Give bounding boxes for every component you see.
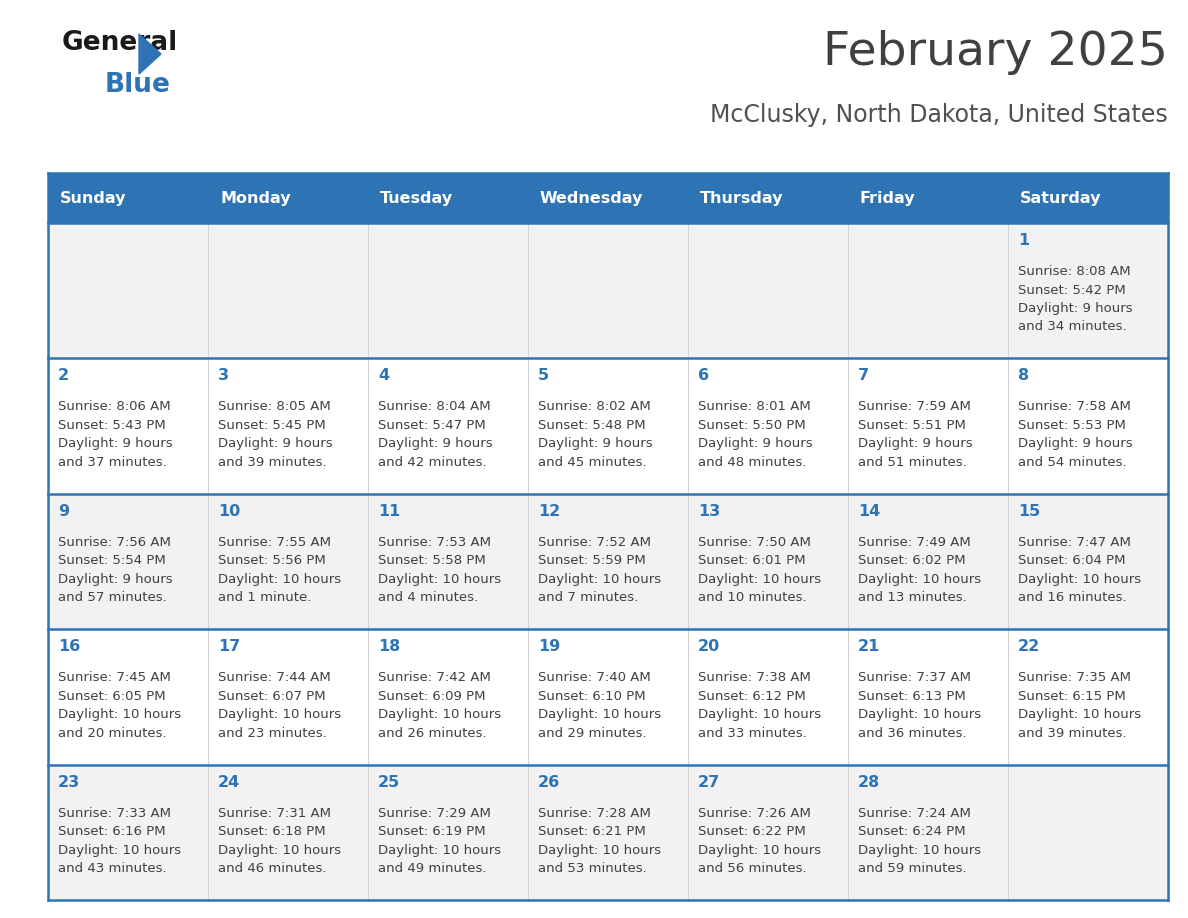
Text: 8: 8 <box>1018 368 1029 384</box>
Bar <box>48 629 1168 765</box>
Text: Sunrise: 7:50 AM
Sunset: 6:01 PM
Daylight: 10 hours
and 10 minutes.: Sunrise: 7:50 AM Sunset: 6:01 PM Dayligh… <box>699 536 821 604</box>
Text: 9: 9 <box>58 504 69 519</box>
Text: 18: 18 <box>378 639 400 655</box>
Text: Sunrise: 7:45 AM
Sunset: 6:05 PM
Daylight: 10 hours
and 20 minutes.: Sunrise: 7:45 AM Sunset: 6:05 PM Dayligh… <box>58 671 181 740</box>
Text: 25: 25 <box>378 775 400 789</box>
Text: Sunrise: 7:29 AM
Sunset: 6:19 PM
Daylight: 10 hours
and 49 minutes.: Sunrise: 7:29 AM Sunset: 6:19 PM Dayligh… <box>378 807 501 875</box>
Text: Sunrise: 8:05 AM
Sunset: 5:45 PM
Daylight: 9 hours
and 39 minutes.: Sunrise: 8:05 AM Sunset: 5:45 PM Dayligh… <box>219 400 333 469</box>
Text: 23: 23 <box>58 775 81 789</box>
Text: McClusky, North Dakota, United States: McClusky, North Dakota, United States <box>710 103 1168 127</box>
Text: Sunrise: 7:40 AM
Sunset: 6:10 PM
Daylight: 10 hours
and 29 minutes.: Sunrise: 7:40 AM Sunset: 6:10 PM Dayligh… <box>538 671 662 740</box>
Text: 2: 2 <box>58 368 69 384</box>
Bar <box>48 173 1168 223</box>
Bar <box>48 223 1168 358</box>
Text: 24: 24 <box>219 775 240 789</box>
Text: 5: 5 <box>538 368 549 384</box>
Text: 14: 14 <box>858 504 880 519</box>
Text: 7: 7 <box>858 368 870 384</box>
Text: Sunrise: 7:42 AM
Sunset: 6:09 PM
Daylight: 10 hours
and 26 minutes.: Sunrise: 7:42 AM Sunset: 6:09 PM Dayligh… <box>378 671 501 740</box>
Text: Sunrise: 7:59 AM
Sunset: 5:51 PM
Daylight: 9 hours
and 51 minutes.: Sunrise: 7:59 AM Sunset: 5:51 PM Dayligh… <box>858 400 973 469</box>
Text: Sunrise: 7:33 AM
Sunset: 6:16 PM
Daylight: 10 hours
and 43 minutes.: Sunrise: 7:33 AM Sunset: 6:16 PM Dayligh… <box>58 807 181 875</box>
Text: Tuesday: Tuesday <box>380 191 453 206</box>
Text: Sunrise: 7:47 AM
Sunset: 6:04 PM
Daylight: 10 hours
and 16 minutes.: Sunrise: 7:47 AM Sunset: 6:04 PM Dayligh… <box>1018 536 1142 604</box>
Text: Sunrise: 8:02 AM
Sunset: 5:48 PM
Daylight: 9 hours
and 45 minutes.: Sunrise: 8:02 AM Sunset: 5:48 PM Dayligh… <box>538 400 652 469</box>
Text: 1: 1 <box>1018 233 1029 248</box>
Text: 21: 21 <box>858 639 880 655</box>
Text: 26: 26 <box>538 775 561 789</box>
Text: Sunrise: 8:01 AM
Sunset: 5:50 PM
Daylight: 9 hours
and 48 minutes.: Sunrise: 8:01 AM Sunset: 5:50 PM Dayligh… <box>699 400 813 469</box>
Text: Monday: Monday <box>220 191 291 206</box>
Text: Thursday: Thursday <box>700 191 784 206</box>
Bar <box>48 358 1168 494</box>
Polygon shape <box>139 34 162 74</box>
Text: 27: 27 <box>699 775 720 789</box>
Text: Friday: Friday <box>860 191 916 206</box>
Text: Sunrise: 7:35 AM
Sunset: 6:15 PM
Daylight: 10 hours
and 39 minutes.: Sunrise: 7:35 AM Sunset: 6:15 PM Dayligh… <box>1018 671 1142 740</box>
Text: 22: 22 <box>1018 639 1041 655</box>
Text: Wednesday: Wednesday <box>541 191 644 206</box>
Text: 15: 15 <box>1018 504 1041 519</box>
Text: 19: 19 <box>538 639 561 655</box>
Text: Sunrise: 7:53 AM
Sunset: 5:58 PM
Daylight: 10 hours
and 4 minutes.: Sunrise: 7:53 AM Sunset: 5:58 PM Dayligh… <box>378 536 501 604</box>
Bar <box>48 765 1168 900</box>
Text: 12: 12 <box>538 504 561 519</box>
Text: Sunrise: 7:56 AM
Sunset: 5:54 PM
Daylight: 9 hours
and 57 minutes.: Sunrise: 7:56 AM Sunset: 5:54 PM Dayligh… <box>58 536 172 604</box>
Text: Blue: Blue <box>105 72 171 98</box>
Text: Sunrise: 7:49 AM
Sunset: 6:02 PM
Daylight: 10 hours
and 13 minutes.: Sunrise: 7:49 AM Sunset: 6:02 PM Dayligh… <box>858 536 981 604</box>
Text: February 2025: February 2025 <box>823 30 1168 75</box>
Text: Sunrise: 7:26 AM
Sunset: 6:22 PM
Daylight: 10 hours
and 56 minutes.: Sunrise: 7:26 AM Sunset: 6:22 PM Dayligh… <box>699 807 821 875</box>
Text: 11: 11 <box>378 504 400 519</box>
Text: Sunrise: 7:24 AM
Sunset: 6:24 PM
Daylight: 10 hours
and 59 minutes.: Sunrise: 7:24 AM Sunset: 6:24 PM Dayligh… <box>858 807 981 875</box>
Text: 13: 13 <box>699 504 720 519</box>
Text: 20: 20 <box>699 639 720 655</box>
Bar <box>48 494 1168 629</box>
Text: Sunday: Sunday <box>61 191 126 206</box>
Text: Sunrise: 7:37 AM
Sunset: 6:13 PM
Daylight: 10 hours
and 36 minutes.: Sunrise: 7:37 AM Sunset: 6:13 PM Dayligh… <box>858 671 981 740</box>
Text: Sunrise: 8:08 AM
Sunset: 5:42 PM
Daylight: 9 hours
and 34 minutes.: Sunrise: 8:08 AM Sunset: 5:42 PM Dayligh… <box>1018 265 1132 333</box>
Text: 10: 10 <box>219 504 240 519</box>
Text: 6: 6 <box>699 368 709 384</box>
Text: Sunrise: 7:38 AM
Sunset: 6:12 PM
Daylight: 10 hours
and 33 minutes.: Sunrise: 7:38 AM Sunset: 6:12 PM Dayligh… <box>699 671 821 740</box>
Text: Sunrise: 8:06 AM
Sunset: 5:43 PM
Daylight: 9 hours
and 37 minutes.: Sunrise: 8:06 AM Sunset: 5:43 PM Dayligh… <box>58 400 172 469</box>
Text: 28: 28 <box>858 775 880 789</box>
Text: 3: 3 <box>219 368 229 384</box>
Text: 17: 17 <box>219 639 240 655</box>
Text: Sunrise: 7:44 AM
Sunset: 6:07 PM
Daylight: 10 hours
and 23 minutes.: Sunrise: 7:44 AM Sunset: 6:07 PM Dayligh… <box>219 671 341 740</box>
Text: Sunrise: 7:28 AM
Sunset: 6:21 PM
Daylight: 10 hours
and 53 minutes.: Sunrise: 7:28 AM Sunset: 6:21 PM Dayligh… <box>538 807 662 875</box>
Text: Saturday: Saturday <box>1020 191 1101 206</box>
Text: 16: 16 <box>58 639 81 655</box>
Text: General: General <box>62 30 178 56</box>
Text: Sunrise: 7:52 AM
Sunset: 5:59 PM
Daylight: 10 hours
and 7 minutes.: Sunrise: 7:52 AM Sunset: 5:59 PM Dayligh… <box>538 536 662 604</box>
Text: Sunrise: 8:04 AM
Sunset: 5:47 PM
Daylight: 9 hours
and 42 minutes.: Sunrise: 8:04 AM Sunset: 5:47 PM Dayligh… <box>378 400 493 469</box>
Text: Sunrise: 7:55 AM
Sunset: 5:56 PM
Daylight: 10 hours
and 1 minute.: Sunrise: 7:55 AM Sunset: 5:56 PM Dayligh… <box>219 536 341 604</box>
Text: Sunrise: 7:31 AM
Sunset: 6:18 PM
Daylight: 10 hours
and 46 minutes.: Sunrise: 7:31 AM Sunset: 6:18 PM Dayligh… <box>219 807 341 875</box>
Text: Sunrise: 7:58 AM
Sunset: 5:53 PM
Daylight: 9 hours
and 54 minutes.: Sunrise: 7:58 AM Sunset: 5:53 PM Dayligh… <box>1018 400 1132 469</box>
Text: 4: 4 <box>378 368 390 384</box>
